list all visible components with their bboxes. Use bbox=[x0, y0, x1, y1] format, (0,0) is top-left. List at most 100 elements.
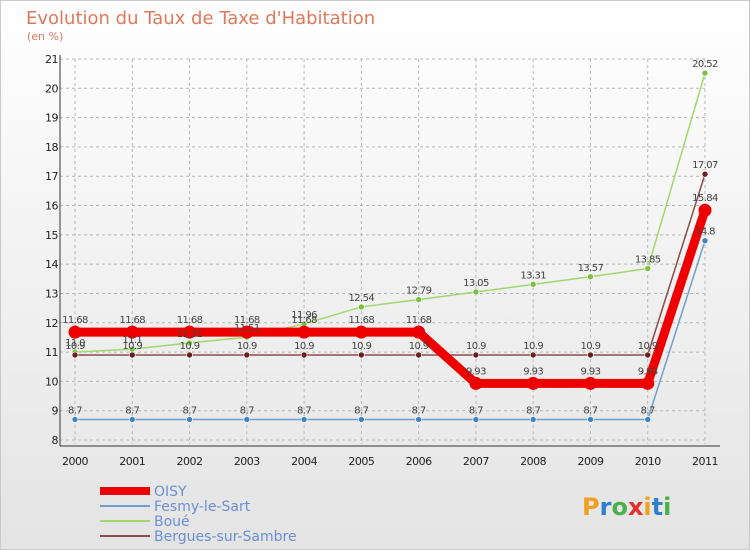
data-label: 10.9 bbox=[523, 341, 543, 352]
data-label: 8.7 bbox=[125, 405, 139, 416]
x-tick-label: 2001 bbox=[119, 455, 145, 468]
data-labels: 8.7 8.7 8.7 8.7 8.7 8.7 8.7 8.7 8.7 8.7 8.7 14.8 11.… bbox=[62, 59, 718, 416]
data-label: 13.05 bbox=[463, 278, 489, 289]
data-label: 9.93 bbox=[466, 366, 486, 377]
axes: 8 9 10 11 12 13 14 15 16 17 18 19 20 21 2000 2001 2002 20… bbox=[45, 53, 720, 468]
data-point bbox=[300, 416, 308, 423]
data-label: 10.9 bbox=[638, 341, 658, 352]
legend-label: Bergues-sur-Sambre bbox=[154, 529, 297, 545]
x-tick-label: 2008 bbox=[520, 455, 546, 468]
data-point bbox=[583, 376, 597, 390]
data-point bbox=[415, 296, 422, 303]
data-label: 8.7 bbox=[526, 405, 540, 416]
data-point bbox=[412, 325, 426, 339]
x-tick-label: 2002 bbox=[177, 455, 203, 468]
logo-letter: r bbox=[600, 493, 612, 521]
y-tick-label: 8 bbox=[52, 434, 59, 447]
series-line bbox=[74, 173, 706, 356]
data-label: 10.9 bbox=[65, 341, 85, 352]
data-label: 10.9 bbox=[581, 341, 601, 352]
y-tick-label: 19 bbox=[45, 112, 58, 125]
data-label: 8.7 bbox=[354, 405, 368, 416]
data-label: 8.7 bbox=[68, 405, 82, 416]
x-tick-label: 2000 bbox=[62, 455, 88, 468]
data-label: 11.0 bbox=[65, 338, 85, 349]
proxiti-logo: Proxiti bbox=[582, 493, 671, 521]
logo-letter: i bbox=[663, 493, 671, 521]
logo-letter: i bbox=[643, 493, 651, 521]
data-label: 11.68 bbox=[177, 315, 203, 326]
data-point bbox=[644, 265, 652, 272]
data-point bbox=[183, 325, 197, 339]
x-tick-label: 2007 bbox=[463, 455, 489, 468]
data-label: 8.7 bbox=[297, 405, 311, 416]
data-point bbox=[587, 416, 594, 423]
data-label: 10.9 bbox=[180, 341, 200, 352]
data-point bbox=[644, 351, 652, 359]
data-point bbox=[243, 416, 251, 423]
data-label: 8.7 bbox=[240, 405, 254, 416]
chart-subtitle: (en %) bbox=[27, 30, 63, 43]
data-label: 11.68 bbox=[62, 315, 88, 326]
chart-title: Evolution du Taux de Taxe d'Habitation bbox=[26, 8, 375, 29]
data-label: 11.68 bbox=[406, 315, 432, 326]
data-label: 10.9 bbox=[351, 341, 371, 352]
data-label: 12.54 bbox=[349, 293, 375, 304]
legend-label: OISY bbox=[154, 484, 187, 500]
data-point bbox=[701, 69, 709, 77]
data-label: 12.79 bbox=[406, 286, 432, 297]
x-tick-label: 2009 bbox=[577, 455, 603, 468]
data-point bbox=[415, 351, 422, 359]
legend-label: Fesmy-le-Sart bbox=[154, 499, 251, 515]
x-tick-label: 2005 bbox=[348, 455, 374, 468]
x-tick-label: 2004 bbox=[291, 455, 317, 468]
data-label: 9.93 bbox=[523, 366, 543, 377]
data-point bbox=[472, 416, 480, 423]
data-point bbox=[186, 351, 193, 359]
data-point bbox=[68, 325, 82, 339]
series-line bbox=[74, 72, 706, 353]
data-label: 10.9 bbox=[122, 341, 142, 352]
data-point bbox=[128, 416, 136, 423]
data-label: 11.1 bbox=[122, 335, 142, 346]
data-label: 14.8 bbox=[695, 227, 715, 238]
y-tick-label: 11 bbox=[45, 346, 58, 359]
y-tick-label: 12 bbox=[45, 317, 58, 330]
logo-letter: x bbox=[628, 493, 644, 521]
legend-label: Boué bbox=[154, 514, 190, 530]
data-label: 10.9 bbox=[409, 341, 429, 352]
data-point bbox=[469, 376, 483, 390]
data-point bbox=[358, 416, 365, 423]
data-point bbox=[186, 339, 193, 347]
data-point bbox=[128, 351, 136, 359]
x-tick-label: 2003 bbox=[234, 455, 260, 468]
data-label: 13.31 bbox=[520, 270, 546, 281]
y-tick-label: 16 bbox=[45, 200, 58, 213]
data-label: 8.7 bbox=[583, 405, 597, 416]
series-line bbox=[70, 205, 710, 388]
data-label: 11.68 bbox=[234, 315, 260, 326]
y-tick-label: 14 bbox=[45, 258, 58, 271]
data-label: 13.85 bbox=[635, 255, 661, 266]
data-label: 17.07 bbox=[692, 160, 718, 171]
data-label: 8.7 bbox=[469, 405, 483, 416]
data-label: 11.68 bbox=[291, 315, 317, 326]
data-point bbox=[587, 351, 594, 359]
data-point bbox=[529, 281, 537, 288]
data-label: 10.9 bbox=[466, 341, 486, 352]
logo-letter: P bbox=[582, 493, 600, 521]
data-point bbox=[358, 303, 365, 311]
data-label: 9.93 bbox=[581, 366, 601, 377]
data-point bbox=[529, 416, 537, 423]
data-label: 8.7 bbox=[182, 405, 196, 416]
series-line bbox=[74, 239, 706, 421]
y-tick-label: 18 bbox=[45, 141, 58, 154]
data-point bbox=[71, 416, 79, 423]
data-label: 11.68 bbox=[349, 315, 375, 326]
data-point bbox=[644, 416, 652, 423]
series-bergues-sur-sambre bbox=[71, 170, 709, 359]
data-label: 8.7 bbox=[412, 405, 426, 416]
y-tick-label: 9 bbox=[52, 405, 59, 418]
